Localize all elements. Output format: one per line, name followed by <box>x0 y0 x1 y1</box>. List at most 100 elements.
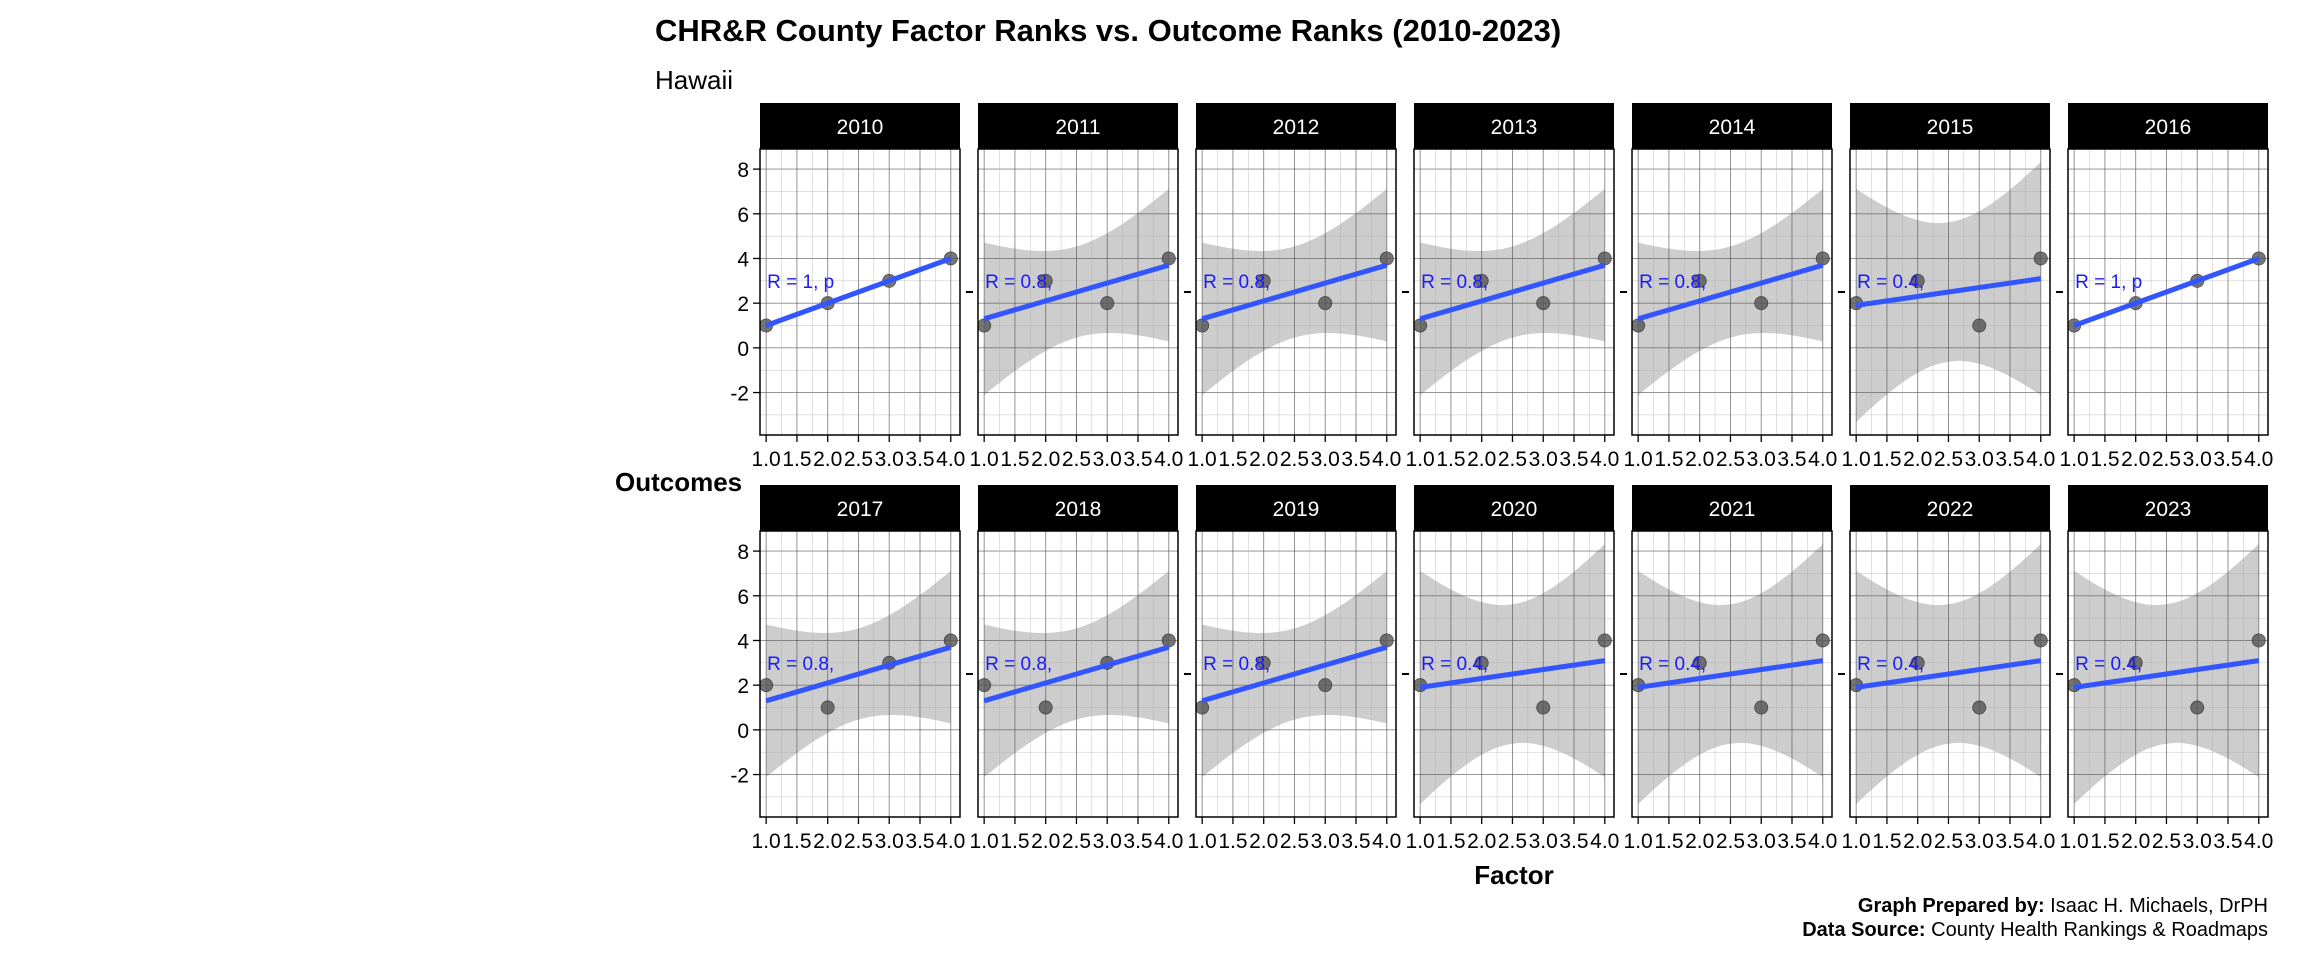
facet-strip-label: 2012 <box>1273 116 1320 139</box>
facet-strip <box>1632 103 1832 149</box>
facet-strip-label: 2013 <box>1491 116 1538 139</box>
panel-border <box>1413 530 1615 818</box>
caption-source-value: County Health Rankings & Roadmaps <box>1926 919 2268 941</box>
x-tick-label: 3.5 <box>905 830 934 853</box>
caption-data-source: Data Source: County Health Rankings & Ro… <box>1802 919 2268 941</box>
x-tick-label: 1.0 <box>1842 448 1871 471</box>
data-point <box>1161 251 1176 266</box>
caption-prepared-by: Graph Prepared by: Isaac H. Michaels, Dr… <box>1858 895 2268 917</box>
y-tick-label: -2 <box>730 383 749 406</box>
facet-strip <box>1414 485 1614 531</box>
x-tick-label: 3.0 <box>1965 448 1994 471</box>
panel-content: R = 0.8, <box>978 149 1178 435</box>
facet-strip-label: 2011 <box>1055 116 1100 139</box>
x-tick-label: 3.0 <box>1311 448 1340 471</box>
x-tick-label: 1.5 <box>1872 830 1901 853</box>
facet-panel-2020: 2020 R = 0.4, 1.0 1.5 2.0 2.5 3.0 3.5 4.0 <box>1402 485 1619 853</box>
x-tick-label: 4.0 <box>1154 448 1183 471</box>
panel-border <box>977 530 1179 818</box>
x-tick-label: 3.0 <box>1093 830 1122 853</box>
data-point <box>1318 678 1333 693</box>
panel-border <box>1631 530 1833 818</box>
data-point <box>1038 273 1053 288</box>
data-point <box>1196 700 1210 715</box>
x-tick-label: 2.5 <box>844 830 873 853</box>
x-tick-label: 2.5 <box>1934 448 1963 471</box>
fit-line <box>1637 262 1824 322</box>
correlation-label: R = 0.4, <box>1639 654 1706 675</box>
x-tick-label: 3.5 <box>2213 830 2242 853</box>
facet-strip-label: 2017 <box>837 498 884 521</box>
data-point <box>1910 273 1925 288</box>
fit-line <box>983 262 1170 322</box>
y-tick-label: 6 <box>737 586 749 609</box>
facet-strip-label: 2022 <box>1927 498 1974 521</box>
facet-panel-2023: 2023 R = 0.4, 1.0 1.5 2.0 2.5 3.0 3.5 4.0 <box>2056 485 2273 853</box>
correlation-label: R = 0.8, <box>767 654 834 675</box>
correlation-label: R = 0.8, <box>1421 272 1488 293</box>
x-tick-label: 1.5 <box>782 448 811 471</box>
x-tick-label: 4.0 <box>2244 448 2273 471</box>
panel-border <box>1849 148 2051 436</box>
x-tick-label: 4.0 <box>1372 830 1401 853</box>
correlation-label: R = 0.4, <box>2075 654 2142 675</box>
facet-strip <box>1196 103 1396 149</box>
data-point <box>1972 700 1987 715</box>
facet-panel-2014: 2014 R = 0.8, 1.0 1.5 2.0 2.5 3.0 3.5 4.0 <box>1620 103 1837 471</box>
x-tick-label: 1.0 <box>1842 830 1871 853</box>
y-tick-label: 0 <box>737 338 749 361</box>
x-tick-label: 3.0 <box>1965 830 1994 853</box>
x-tick-label: 1.5 <box>782 830 811 853</box>
panel-border <box>1195 148 1397 436</box>
fit-line <box>2073 256 2260 328</box>
data-point <box>1692 273 1707 288</box>
panel-border <box>1195 530 1397 818</box>
x-tick-label: 4.0 <box>2026 830 2055 853</box>
x-tick-label: 1.0 <box>2060 830 2089 853</box>
x-tick-label: 3.5 <box>1995 448 2024 471</box>
fit-line <box>1637 658 1824 690</box>
x-tick-label: 2.5 <box>2152 448 2181 471</box>
fit-line <box>1855 658 2042 690</box>
data-point <box>1692 655 1707 670</box>
x-tick-label: 2.0 <box>1685 448 1714 471</box>
panel-content: R = 0.8, <box>1414 149 1614 435</box>
caption-source-label: Data Source: <box>1802 919 1925 941</box>
facet-panel-2016: 2016 R = 1, p 1.0 1.5 2.0 2.5 3.0 3.5 4.0 <box>2056 103 2273 471</box>
x-tick-label: 4.0 <box>1372 448 1401 471</box>
x-tick-label: 3.5 <box>1559 448 1588 471</box>
data-point <box>1038 700 1053 715</box>
fit-line <box>1419 658 1606 690</box>
x-tick-label: 4.0 <box>2026 448 2055 471</box>
y-tick-label: 2 <box>737 675 749 698</box>
data-point <box>1815 633 1830 648</box>
data-point <box>1100 296 1115 311</box>
facet-strip <box>760 103 960 149</box>
x-tick-label: 2.0 <box>1467 448 1496 471</box>
facet-strip <box>1850 103 2050 149</box>
x-tick-label: 2.0 <box>1031 830 1060 853</box>
data-point <box>1972 318 1987 333</box>
x-tick-label: 1.5 <box>1000 448 1029 471</box>
x-tick-label: 1.5 <box>1218 830 1247 853</box>
fit-line <box>765 256 952 328</box>
x-tick-label: 2.0 <box>2121 448 2150 471</box>
facet-strip <box>1414 103 1614 149</box>
data-point <box>978 678 992 693</box>
correlation-label: R = 0.4, <box>1857 272 1924 293</box>
facet-strip <box>2068 103 2268 149</box>
data-point <box>943 633 958 648</box>
chart-subtitle: Hawaii <box>655 65 733 95</box>
data-point <box>1318 296 1333 311</box>
facet-panel-2022: 2022 R = 0.4, 1.0 1.5 2.0 2.5 3.0 3.5 4.0 <box>1838 485 2055 853</box>
panel-content: R = 0.4, <box>1414 531 1614 817</box>
x-axis-title: Factor <box>1474 860 1553 890</box>
x-tick-label: 2.0 <box>1249 448 1278 471</box>
facet-panel-2015: 2015 R = 0.4, 1.0 1.5 2.0 2.5 3.0 3.5 4.0 <box>1838 103 2055 471</box>
y-axis-title: Outcomes <box>615 467 742 497</box>
x-tick-label: 2.5 <box>1716 830 1745 853</box>
fit-line <box>765 644 952 704</box>
x-tick-label: 2.5 <box>1280 448 1309 471</box>
y-tick-label: 6 <box>737 204 749 227</box>
